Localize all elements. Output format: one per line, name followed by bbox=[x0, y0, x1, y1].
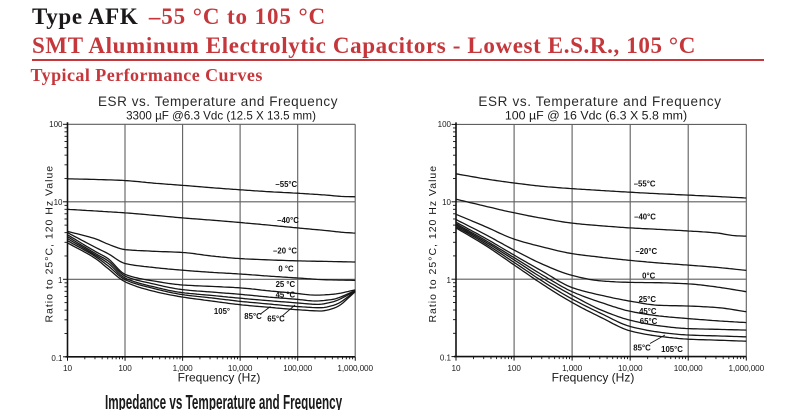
svg-text:65°C: 65°C bbox=[640, 317, 658, 326]
svg-text:100,000: 100,000 bbox=[674, 364, 703, 373]
svg-text:1,000: 1,000 bbox=[173, 364, 194, 373]
svg-text:–40°C: –40°C bbox=[277, 216, 299, 225]
svg-text:Ratio to 25°C, 120 Hz Value: Ratio to 25°C, 120 Hz Value bbox=[427, 165, 439, 323]
svg-text:100 µF @ 16 Vdc (6.3 X 5.8 mm: 100 µF @ 16 Vdc (6.3 X 5.8 mm) bbox=[505, 109, 687, 123]
svg-text:10,000: 10,000 bbox=[228, 364, 253, 373]
svg-text:25°C: 25°C bbox=[639, 295, 657, 304]
svg-text:1,000,000: 1,000,000 bbox=[337, 364, 373, 373]
svg-text:100: 100 bbox=[507, 364, 521, 373]
svg-text:1,000,000: 1,000,000 bbox=[729, 364, 765, 373]
svg-text:–55°C: –55°C bbox=[275, 180, 297, 189]
svg-text:10: 10 bbox=[54, 198, 63, 207]
svg-text:100: 100 bbox=[49, 120, 63, 129]
svg-text:100,000: 100,000 bbox=[283, 364, 312, 373]
svg-text:ESR vs. Temperature and Freque: ESR vs. Temperature and Frequency bbox=[478, 94, 721, 109]
svg-text:0.1: 0.1 bbox=[440, 354, 452, 363]
svg-text:–20°C: –20°C bbox=[635, 247, 657, 256]
svg-text:Frequency (Hz): Frequency (Hz) bbox=[552, 371, 635, 385]
svg-text:Frequency (Hz): Frequency (Hz) bbox=[178, 371, 261, 385]
svg-text:10: 10 bbox=[452, 364, 461, 373]
svg-text:45 °C: 45 °C bbox=[276, 291, 296, 300]
svg-text:ESR vs. Temperature and Freque: ESR vs. Temperature and Frequency bbox=[98, 94, 338, 109]
svg-text:3300 µF @6.3 Vdc (12.5 X 13.5: 3300 µF @6.3 Vdc (12.5 X 13.5 mm) bbox=[126, 110, 316, 123]
svg-text:10: 10 bbox=[63, 364, 72, 373]
svg-text:45°C: 45°C bbox=[639, 307, 657, 316]
svg-text:100: 100 bbox=[118, 364, 132, 373]
svg-text:1: 1 bbox=[58, 276, 63, 285]
svg-text:–55°C: –55°C bbox=[634, 180, 656, 189]
svg-text:–40°C: –40°C bbox=[634, 212, 656, 221]
svg-text:1: 1 bbox=[447, 276, 452, 285]
svg-text:Ratio to 25°C, 120 Hz Value: Ratio to 25°C, 120 Hz Value bbox=[44, 165, 56, 323]
svg-text:–20 °C: –20 °C bbox=[273, 247, 297, 256]
svg-text:85°C: 85°C bbox=[633, 344, 651, 353]
svg-text:25 °C: 25 °C bbox=[276, 280, 296, 289]
svg-text:0°C: 0°C bbox=[642, 272, 655, 281]
svg-text:1,000: 1,000 bbox=[562, 364, 583, 373]
svg-text:65°C: 65°C bbox=[267, 315, 285, 324]
svg-text:0.1: 0.1 bbox=[51, 354, 63, 363]
svg-text:10: 10 bbox=[442, 198, 451, 207]
svg-text:100: 100 bbox=[438, 120, 452, 129]
svg-text:105°C: 105°C bbox=[661, 345, 683, 354]
svg-text:0 °C: 0 °C bbox=[278, 265, 294, 274]
svg-text:105°: 105° bbox=[214, 307, 230, 316]
svg-text:10,000: 10,000 bbox=[618, 364, 643, 373]
svg-text:85°C: 85°C bbox=[244, 312, 262, 321]
